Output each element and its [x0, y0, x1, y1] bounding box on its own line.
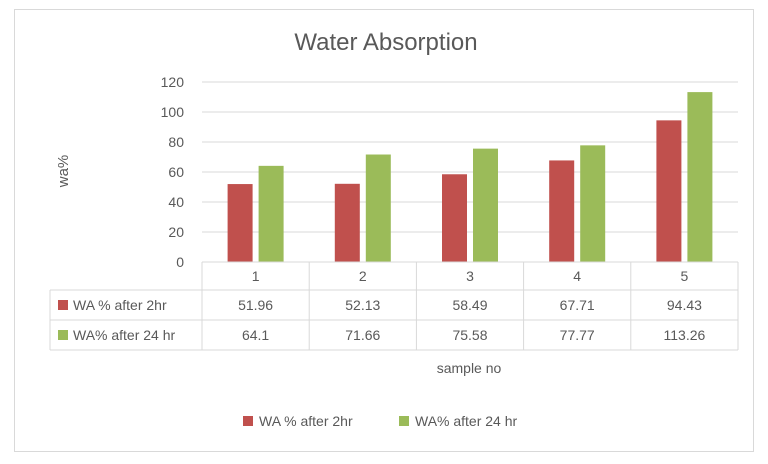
bar-after-2hr-sample-1 [227, 184, 253, 262]
table-row-label: WA % after 2hr [73, 297, 167, 313]
table-legend-key [58, 300, 68, 310]
table-cell-value: 113.26 [664, 327, 706, 343]
y-tick-label: 120 [161, 74, 185, 90]
bar-after-2hr-sample-2 [334, 183, 360, 262]
table-legend-key [58, 330, 68, 340]
y-axis-label: wa% [55, 155, 72, 189]
table-cell-value: 77.77 [560, 327, 595, 343]
category-label: 5 [681, 268, 689, 284]
y-tick-label: 60 [168, 164, 184, 180]
bar-after-24hr-sample-5 [687, 92, 713, 262]
chart-title: Water Absorption [294, 29, 477, 56]
table-cell-value: 51.96 [238, 297, 273, 313]
legend-key [399, 416, 409, 426]
bar-after-2hr-sample-3 [442, 174, 467, 262]
category-label: 1 [252, 268, 260, 284]
bar-after-24hr-sample-2 [365, 154, 391, 262]
table-cell-value: 58.49 [452, 297, 487, 313]
y-tick-label: 100 [161, 104, 185, 120]
y-tick-label: 0 [176, 254, 184, 270]
table-row-label: WA% after 24 hr [73, 327, 176, 343]
bar-after-2hr-sample-5 [656, 120, 682, 262]
category-label: 3 [466, 268, 474, 284]
legend-key [243, 416, 253, 426]
table-cell-value: 94.43 [667, 297, 702, 313]
legend: WA % after 2hr WA% after 24 hr [243, 413, 518, 429]
bars [227, 92, 713, 262]
bar-after-2hr-sample-4 [549, 160, 575, 262]
category-label: 2 [359, 268, 367, 284]
data-table: 1 2 3 4 5 WA % after 2hr 51.96 52.13 58.49 67.71 9… [49, 261, 739, 351]
table-cell-value: 75.58 [452, 327, 487, 343]
legend-label: WA % after 2hr [259, 413, 353, 429]
table-cell-value: 64.1 [242, 327, 269, 343]
table-cell-value: 71.66 [345, 327, 380, 343]
x-axis-label: sample no [437, 360, 502, 376]
category-label: 4 [573, 268, 581, 284]
y-tick-label: 40 [168, 194, 184, 210]
bar-after-24hr-sample-4 [580, 145, 606, 262]
y-tick-label: 80 [168, 134, 184, 150]
bar-after-24hr-sample-1 [258, 165, 284, 262]
bar-after-24hr-sample-3 [473, 148, 498, 262]
y-tick-label: 20 [168, 224, 184, 240]
table-cell-value: 52.13 [345, 297, 380, 313]
legend-label: WA% after 24 hr [415, 413, 518, 429]
y-axis-ticks: 0 20 40 60 80 100 120 [161, 74, 185, 270]
table-cell-value: 67.71 [560, 297, 595, 313]
